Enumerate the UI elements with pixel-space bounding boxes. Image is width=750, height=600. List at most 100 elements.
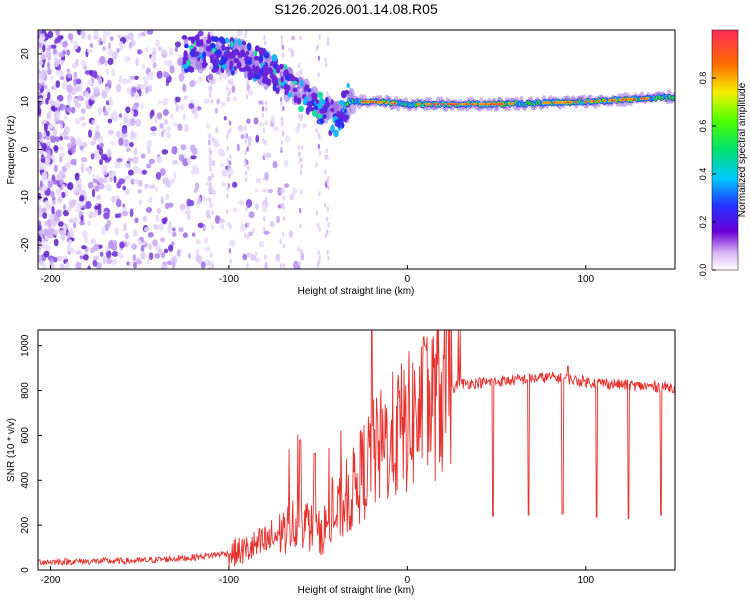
- speckle-dot: [62, 50, 66, 55]
- speckle-dot: [159, 123, 164, 129]
- ridge-hot: [433, 103, 437, 106]
- speckle-dot: [84, 236, 89, 244]
- speckle-dot: [184, 95, 188, 101]
- streak-dot: [246, 234, 250, 240]
- ridge-hot: [561, 101, 564, 104]
- speckle-dot: [161, 149, 169, 155]
- streak-dot: [297, 113, 301, 119]
- speckle-dot: [129, 75, 135, 80]
- speckle-dot: [142, 215, 148, 222]
- streak-dot: [315, 162, 318, 168]
- speckle-dot: [98, 159, 104, 165]
- speckle-dot: [236, 30, 243, 37]
- ridge-hot: [603, 99, 606, 102]
- speckle-dot: [173, 171, 177, 180]
- streak-dot: [280, 115, 283, 121]
- streak-dot: [298, 208, 302, 214]
- speckle-dot: [166, 131, 171, 140]
- ridge-blob: [224, 37, 230, 44]
- speckle-dot: [152, 239, 158, 247]
- speckle-dot: [54, 136, 60, 143]
- ridge-blob: [269, 61, 274, 67]
- speckle-dot: [200, 261, 206, 269]
- speckle-dot: [67, 72, 72, 79]
- speckle-dot: [72, 40, 79, 50]
- speckle-dot: [59, 229, 66, 235]
- speckle-dot: [46, 111, 52, 120]
- speckle-dot: [130, 117, 136, 127]
- ridge-hot: [449, 103, 453, 106]
- speckle-dot: [79, 220, 85, 226]
- ridge-hot: [589, 100, 593, 103]
- speckle-dot: [168, 244, 174, 252]
- streak-dot: [280, 187, 283, 193]
- speckle-dot: [62, 130, 68, 137]
- speckle-dot: [51, 206, 55, 215]
- speckle-dot: [91, 70, 98, 78]
- speckle-dot: [265, 152, 272, 159]
- speckle-dot: [276, 215, 281, 224]
- ridge-blob: [296, 97, 302, 105]
- ridge-hot: [380, 101, 383, 104]
- speckle-dot: [53, 145, 59, 152]
- speckle-dot: [177, 123, 183, 131]
- speckle-dot: [62, 41, 68, 48]
- speckle-dot: [51, 174, 56, 182]
- streak-dot: [325, 216, 329, 222]
- speckle-dot: [72, 222, 77, 229]
- speckle-dot: [218, 218, 226, 224]
- speckle-dot: [163, 248, 169, 254]
- speckle-dot: [144, 183, 149, 190]
- speckle-dot: [75, 85, 80, 93]
- snr-series-line: [38, 330, 675, 568]
- speckle-dot: [71, 106, 76, 114]
- ridge-blob: [246, 42, 252, 51]
- speckle-dot: [38, 195, 42, 201]
- speckle-dot: [205, 259, 210, 267]
- streak-dot: [317, 143, 321, 149]
- speckle-dot: [111, 195, 116, 204]
- speckle-dot: [174, 46, 178, 53]
- speckle-dot: [165, 180, 171, 188]
- speckle-dot: [93, 255, 100, 261]
- ridge-blob: [187, 36, 194, 41]
- speckle-dot: [59, 155, 63, 163]
- streak-dot: [318, 150, 322, 156]
- speckle-dot: [125, 79, 132, 84]
- speckle-dot: [246, 83, 250, 92]
- streak-dot: [227, 130, 230, 136]
- speckle-dot: [168, 47, 174, 57]
- streak-dot: [297, 62, 301, 69]
- speckle-dot: [102, 46, 106, 52]
- speckle-dot: [42, 263, 47, 269]
- speckle-dot: [289, 194, 295, 201]
- streak-dot: [280, 40, 283, 46]
- speckle-dot: [148, 252, 154, 261]
- speckle-dot: [75, 58, 79, 67]
- speckle-dot: [67, 181, 74, 191]
- speckle-dot: [290, 35, 296, 41]
- ridge-blob: [182, 64, 189, 69]
- speckle-dot: [295, 126, 300, 134]
- ridge-hot: [425, 103, 429, 106]
- streak-dot: [300, 145, 304, 151]
- speckle-dot: [39, 35, 44, 44]
- speckle-dot: [81, 245, 87, 250]
- speckle-dot: [67, 242, 72, 252]
- ridge-blob: [346, 82, 350, 89]
- streak-dot: [324, 62, 328, 68]
- speckle-dot: [140, 244, 145, 252]
- speckle-dot: [167, 202, 174, 208]
- speckle-dot: [114, 160, 121, 169]
- speckle-dot: [155, 39, 160, 47]
- speckle-dot: [50, 75, 54, 82]
- y-axis-label-bottom: SNR (10 * v/v): [6, 418, 17, 482]
- ridge-blob: [340, 90, 347, 99]
- speckle-dot: [43, 123, 48, 132]
- ridge-blob: [213, 36, 219, 43]
- ridge-blob: [311, 98, 315, 106]
- speckle-dot: [75, 250, 82, 255]
- y-tick-label-top: -10: [20, 190, 31, 205]
- speckle-dot: [73, 71, 78, 79]
- speckle-dot: [51, 200, 57, 206]
